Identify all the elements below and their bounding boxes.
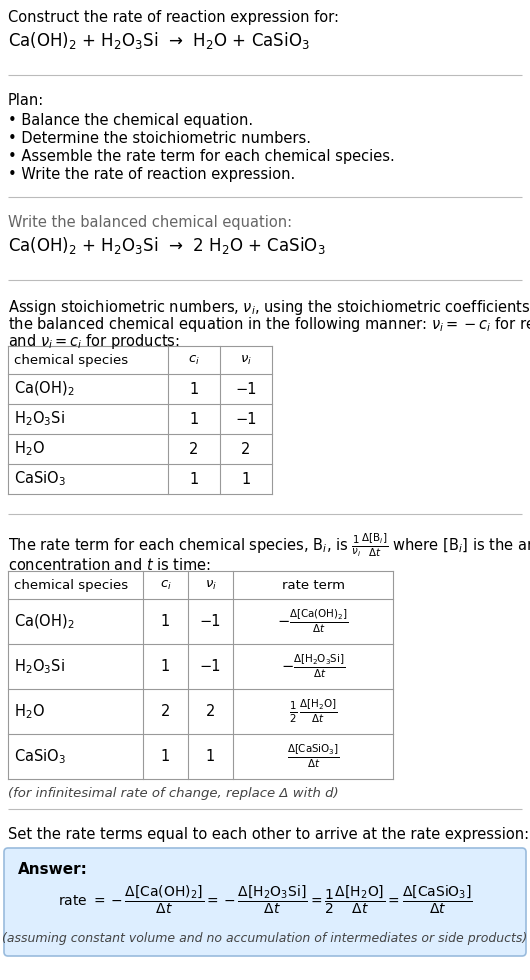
Text: $-\frac{\Delta[\mathrm{H_2O_3Si}]}{\Delta t}$: $-\frac{\Delta[\mathrm{H_2O_3Si}]}{\Delt… — [281, 653, 345, 680]
Text: 2: 2 — [206, 704, 215, 719]
Text: 1: 1 — [161, 749, 170, 764]
Text: • Assemble the rate term for each chemical species.: • Assemble the rate term for each chemic… — [8, 149, 395, 164]
Text: $\frac{1}{2}\,\frac{\Delta[\mathrm{H_2O}]}{\Delta t}$: $\frac{1}{2}\,\frac{\Delta[\mathrm{H_2O}… — [289, 698, 337, 725]
Text: rate $= -\dfrac{\Delta[\mathrm{Ca(OH)_2}]}{\Delta t} = -\dfrac{\Delta[\mathrm{H_: rate $= -\dfrac{\Delta[\mathrm{Ca(OH)_2}… — [58, 884, 472, 916]
Text: rate term: rate term — [281, 578, 344, 592]
Text: • Write the rate of reaction expression.: • Write the rate of reaction expression. — [8, 167, 295, 182]
Text: 1: 1 — [241, 471, 251, 486]
Text: 1: 1 — [189, 471, 199, 486]
Text: 2: 2 — [189, 442, 199, 457]
Text: Ca(OH)$_2$: Ca(OH)$_2$ — [14, 612, 75, 631]
Text: chemical species: chemical species — [14, 354, 128, 367]
Text: Ca(OH)$_2$: Ca(OH)$_2$ — [14, 380, 75, 398]
Text: −1: −1 — [235, 381, 257, 397]
Text: 1: 1 — [161, 614, 170, 629]
Text: The rate term for each chemical species, B$_i$, is $\frac{1}{\nu_i}\frac{\Delta[: The rate term for each chemical species,… — [8, 532, 530, 560]
Text: Construct the rate of reaction expression for:: Construct the rate of reaction expressio… — [8, 10, 339, 25]
Text: Ca(OH)$_2$ + H$_2$O$_3$Si  →  H$_2$O + CaSiO$_3$: Ca(OH)$_2$ + H$_2$O$_3$Si → H$_2$O + CaS… — [8, 30, 310, 51]
Text: Write the balanced chemical equation:: Write the balanced chemical equation: — [8, 215, 292, 230]
Text: • Determine the stoichiometric numbers.: • Determine the stoichiometric numbers. — [8, 131, 311, 146]
Text: chemical species: chemical species — [14, 578, 128, 592]
Text: Set the rate terms equal to each other to arrive at the rate expression:: Set the rate terms equal to each other t… — [8, 827, 529, 842]
Text: Answer:: Answer: — [18, 862, 88, 877]
Text: (assuming constant volume and no accumulation of intermediates or side products): (assuming constant volume and no accumul… — [2, 932, 528, 945]
Text: CaSiO$_3$: CaSiO$_3$ — [14, 747, 66, 765]
Text: −1: −1 — [235, 412, 257, 426]
Text: $c_i$: $c_i$ — [160, 578, 171, 592]
Text: −1: −1 — [200, 659, 221, 674]
Text: $\nu_i$: $\nu_i$ — [240, 354, 252, 367]
Text: CaSiO$_3$: CaSiO$_3$ — [14, 469, 66, 488]
Text: 1: 1 — [161, 659, 170, 674]
FancyBboxPatch shape — [4, 848, 526, 956]
Text: the balanced chemical equation in the following manner: $\nu_i = -c_i$ for react: the balanced chemical equation in the fo… — [8, 315, 530, 334]
Text: 1: 1 — [189, 381, 199, 397]
Text: Assign stoichiometric numbers, $\nu_i$, using the stoichiometric coefficients, $: Assign stoichiometric numbers, $\nu_i$, … — [8, 298, 530, 317]
Text: $\nu_i$: $\nu_i$ — [205, 578, 216, 592]
Text: 2: 2 — [241, 442, 251, 457]
Text: 2: 2 — [161, 704, 170, 719]
Text: H$_2$O$_3$Si: H$_2$O$_3$Si — [14, 658, 65, 676]
Text: H$_2$O$_3$Si: H$_2$O$_3$Si — [14, 410, 65, 428]
Text: Ca(OH)$_2$ + H$_2$O$_3$Si  →  2 H$_2$O + CaSiO$_3$: Ca(OH)$_2$ + H$_2$O$_3$Si → 2 H$_2$O + C… — [8, 235, 325, 256]
Text: H$_2$O: H$_2$O — [14, 702, 45, 721]
Text: and $\nu_i = c_i$ for products:: and $\nu_i = c_i$ for products: — [8, 332, 180, 351]
Text: $\frac{\Delta[\mathrm{CaSiO_3}]}{\Delta t}$: $\frac{\Delta[\mathrm{CaSiO_3}]}{\Delta … — [287, 743, 339, 770]
Text: $c_i$: $c_i$ — [188, 354, 200, 367]
Text: concentration and $t$ is time:: concentration and $t$ is time: — [8, 557, 211, 573]
Text: −1: −1 — [200, 614, 221, 629]
Text: $-\frac{\Delta[\mathrm{Ca(OH)_2}]}{\Delta t}$: $-\frac{\Delta[\mathrm{Ca(OH)_2}]}{\Delt… — [277, 608, 349, 635]
Text: (for infinitesimal rate of change, replace Δ with d): (for infinitesimal rate of change, repla… — [8, 787, 339, 800]
Text: 1: 1 — [189, 412, 199, 426]
Text: 1: 1 — [206, 749, 215, 764]
Text: H$_2$O: H$_2$O — [14, 440, 45, 459]
Text: Plan:: Plan: — [8, 93, 44, 108]
Text: • Balance the chemical equation.: • Balance the chemical equation. — [8, 113, 253, 128]
